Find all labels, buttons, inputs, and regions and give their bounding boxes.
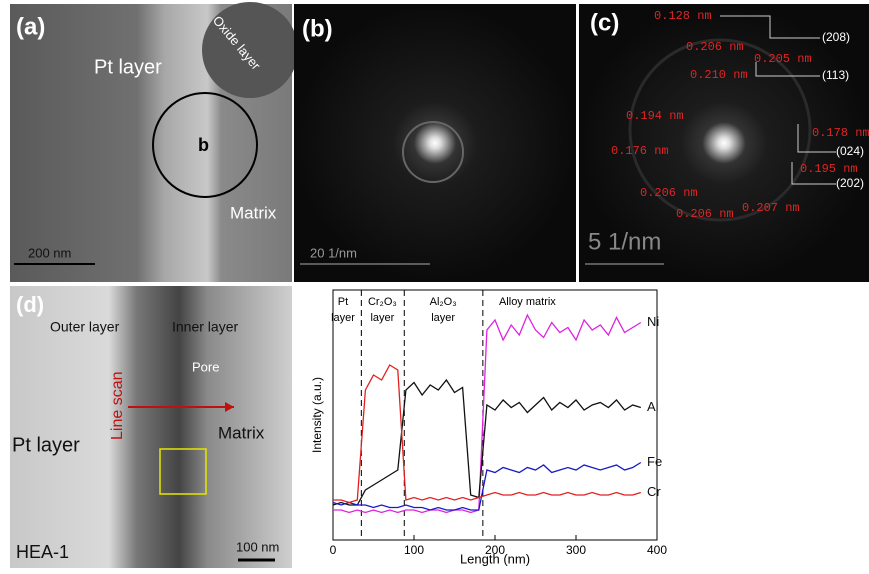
d-spacing: 0.176 nm [611, 144, 669, 158]
scale-label: 200 nm [28, 245, 71, 260]
d-spacing: 0.206 nm [686, 40, 744, 54]
d-spacing: 0.210 nm [690, 68, 748, 82]
region-label: Matrix [218, 423, 265, 442]
x-tick-label: 200 [485, 543, 505, 557]
region-label: layer [331, 312, 355, 324]
d-spacing: 0.195 nm [800, 162, 858, 176]
region-label: Outer layer [50, 319, 120, 335]
figure: (a) Pt layer Oxide layer b Matrix 200 nm… [0, 0, 869, 569]
series-label: Fe [647, 454, 662, 469]
x-tick-label: 400 [647, 543, 667, 557]
feature-label: Pore [192, 359, 219, 374]
scale-label: 20 1/nm [310, 245, 357, 260]
x-tick-label: 0 [330, 543, 337, 557]
scale-label: 5 1/nm [588, 228, 661, 255]
region-label: Pt layer [12, 434, 80, 456]
d-spacing: 0.194 nm [626, 109, 684, 123]
series-line [333, 380, 641, 505]
scale-label: 100 nm [236, 539, 279, 554]
d-spacing: 0.206 nm [640, 186, 698, 200]
d-spacing: 0.178 nm [812, 126, 869, 140]
region-label: Pt [338, 296, 348, 308]
miller-index: (113) [822, 68, 849, 82]
panel-label: (b) [302, 15, 333, 42]
region-label: layer [370, 312, 394, 324]
plot-frame [333, 290, 657, 540]
d-spacing: 0.206 nm [676, 207, 734, 221]
d-spacing: 0.207 nm [742, 201, 800, 215]
miller-index: (024) [836, 144, 864, 158]
miller-index: (208) [822, 30, 850, 44]
region-label: Inner layer [172, 319, 238, 335]
x-tick-label: 300 [566, 543, 586, 557]
y-axis-label: Intensity (a.u.) [310, 377, 324, 453]
region-label: layer [431, 312, 455, 324]
sample-label: HEA-1 [16, 542, 69, 562]
series-label: Cr [647, 484, 661, 499]
scan-label: Line scan [109, 372, 126, 441]
x-tick-label: 100 [404, 543, 424, 557]
miller-index: (202) [836, 176, 864, 190]
page: (a) Pt layer Oxide layer b Matrix 200 nm… [0, 0, 869, 574]
diffraction-b [294, 4, 576, 282]
circle-label: b [198, 135, 209, 155]
d-spacing: 0.205 nm [754, 52, 812, 66]
panel-label: (a) [16, 13, 45, 40]
series-line [333, 463, 641, 511]
panel-label: (d) [16, 292, 44, 317]
region-label: Matrix [230, 203, 277, 222]
panel-label: (c) [590, 9, 619, 36]
region-label: Pt layer [94, 56, 162, 78]
series-label: Ni [647, 314, 659, 329]
series-label: Al [647, 399, 659, 414]
d-spacing: 0.128 nm [654, 9, 712, 23]
region-label: Alloy matrix [499, 296, 556, 308]
region-label: Cr₂O₃ [368, 296, 397, 308]
region-label: Al₂O₃ [430, 296, 457, 308]
series-line [333, 315, 641, 513]
